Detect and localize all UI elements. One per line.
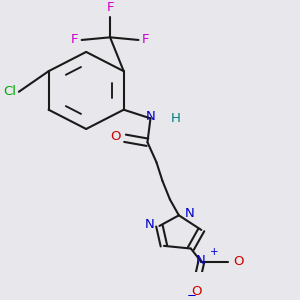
Text: +: + [210, 247, 218, 257]
Text: −: − [187, 289, 196, 300]
Text: F: F [142, 34, 149, 46]
Text: N: N [184, 208, 194, 220]
Text: O: O [234, 255, 244, 268]
Text: O: O [110, 130, 121, 143]
Text: F: F [106, 1, 114, 14]
Text: O: O [192, 285, 202, 298]
Text: Cl: Cl [4, 85, 16, 98]
Text: F: F [71, 34, 79, 46]
Text: N: N [196, 254, 206, 267]
Text: N: N [146, 110, 155, 123]
Text: H: H [171, 112, 181, 124]
Text: N: N [144, 218, 154, 231]
